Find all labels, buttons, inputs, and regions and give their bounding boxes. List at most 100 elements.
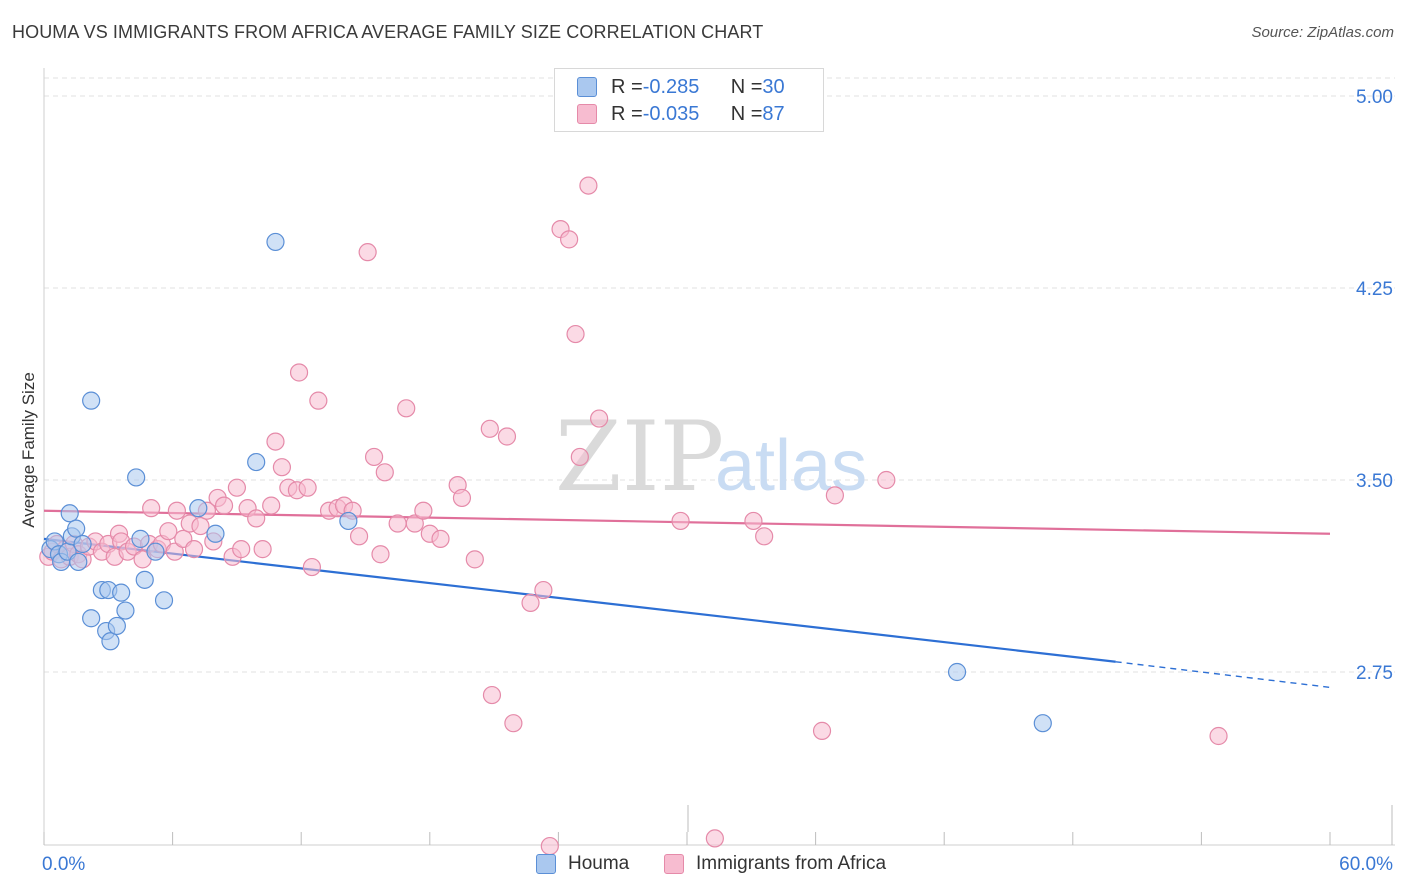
point-houma bbox=[112, 583, 131, 602]
point-africa bbox=[570, 447, 589, 467]
point-africa bbox=[358, 243, 377, 262]
point-africa bbox=[191, 516, 210, 536]
legend-n-value-africa: 87 bbox=[762, 102, 785, 125]
y-axis-label: Average Family Size bbox=[19, 372, 38, 528]
point-africa bbox=[521, 593, 540, 612]
chart-title: HOUMA VS IMMIGRANTS FROM AFRICA AVERAGE … bbox=[12, 22, 764, 42]
point-africa bbox=[579, 176, 598, 195]
point-africa bbox=[266, 432, 285, 451]
point-africa bbox=[566, 324, 585, 344]
point-houma bbox=[206, 524, 225, 543]
bottom-legend-africa: Immigrants from Africa bbox=[664, 851, 886, 877]
point-houma bbox=[107, 616, 126, 636]
legend-row-africa: R = -0.035 N = 87 bbox=[577, 101, 785, 127]
point-africa bbox=[165, 542, 184, 561]
point-africa bbox=[671, 511, 690, 531]
point-africa bbox=[298, 478, 317, 497]
point-houma bbox=[127, 468, 146, 487]
point-houma bbox=[82, 391, 101, 410]
point-africa bbox=[812, 721, 832, 740]
point-houma bbox=[154, 591, 174, 610]
point-africa bbox=[560, 230, 579, 249]
trend-lines bbox=[43, 509, 1331, 689]
legend-swatch-africa bbox=[577, 104, 597, 124]
bottom-legend-label-africa: Immigrants from Africa bbox=[696, 853, 887, 874]
point-africa bbox=[397, 399, 416, 418]
point-africa bbox=[388, 514, 407, 533]
point-africa bbox=[877, 470, 896, 490]
point-africa bbox=[534, 580, 553, 600]
point-africa bbox=[504, 714, 523, 733]
bottom-legend-swatch-houma bbox=[536, 854, 556, 874]
point-houma bbox=[67, 519, 86, 538]
y-tick-labels: 2.75 3.50 4.25 5.00 bbox=[1356, 87, 1393, 684]
y-axis-label-wrap: Average Family Size bbox=[19, 372, 38, 528]
point-africa bbox=[375, 463, 394, 482]
y-tick-label: 5.00 bbox=[1356, 87, 1393, 108]
x-tick-label-min: 0.0% bbox=[42, 854, 85, 875]
data-points bbox=[39, 176, 1228, 856]
point-africa bbox=[309, 391, 328, 410]
point-houma bbox=[947, 662, 967, 682]
point-africa bbox=[167, 501, 186, 520]
watermark-atlas: atlas bbox=[715, 426, 867, 506]
watermark: ZIP atlas bbox=[555, 401, 867, 513]
point-houma bbox=[146, 542, 165, 561]
legend-r-value-houma: -0.285 bbox=[642, 75, 700, 98]
point-houma bbox=[82, 609, 101, 628]
point-africa bbox=[289, 363, 309, 382]
point-africa bbox=[825, 486, 844, 505]
point-africa bbox=[349, 527, 369, 546]
point-africa bbox=[590, 409, 609, 428]
point-houma bbox=[101, 632, 120, 651]
y-tick-label: 2.75 bbox=[1356, 663, 1393, 684]
point-houma bbox=[69, 552, 88, 572]
point-africa bbox=[232, 540, 251, 559]
point-houma bbox=[189, 499, 208, 518]
correlation-legend: R = -0.285 N = 30 R = -0.035 N = 87 bbox=[554, 68, 824, 132]
bottom-legend-label-houma: Houma bbox=[568, 853, 630, 874]
bottom-legend-houma: Houma bbox=[536, 851, 629, 877]
x-tick-labels: 0.0% 60.0% bbox=[42, 854, 1393, 875]
point-houma bbox=[135, 570, 154, 589]
point-africa bbox=[480, 419, 499, 438]
legend-r-label: R = bbox=[611, 102, 643, 125]
y-tick-label: 4.25 bbox=[1356, 279, 1393, 300]
legend-n-value-houma: 30 bbox=[762, 75, 785, 98]
point-africa bbox=[482, 685, 502, 705]
point-africa bbox=[414, 501, 433, 520]
point-africa bbox=[253, 540, 272, 559]
x-tick-label-max: 60.0% bbox=[1339, 854, 1393, 875]
point-africa bbox=[159, 522, 178, 541]
point-africa bbox=[227, 478, 246, 497]
point-africa bbox=[214, 496, 234, 515]
point-africa bbox=[142, 499, 161, 518]
point-africa bbox=[405, 514, 424, 533]
legend-n-label: N = bbox=[730, 75, 763, 98]
point-africa bbox=[465, 550, 484, 569]
trend-line-houma-extension bbox=[1115, 661, 1331, 689]
point-houma bbox=[339, 511, 358, 531]
trend-line-houma bbox=[43, 537, 1116, 663]
point-houma bbox=[116, 601, 135, 620]
source-credit: Source: ZipAtlas.com bbox=[1251, 24, 1394, 41]
point-houma bbox=[1033, 714, 1052, 733]
point-africa bbox=[364, 447, 384, 467]
point-africa bbox=[705, 829, 724, 848]
gridlines bbox=[44, 77, 1395, 673]
point-houma bbox=[60, 504, 79, 523]
bottom-legend-swatch-africa bbox=[664, 854, 684, 874]
point-africa bbox=[755, 527, 774, 546]
point-houma bbox=[266, 232, 285, 252]
point-africa bbox=[1209, 726, 1228, 746]
legend-row-houma: R = -0.285 N = 30 bbox=[577, 74, 785, 100]
point-africa bbox=[272, 458, 292, 477]
y-tick-label: 3.50 bbox=[1356, 471, 1393, 492]
point-africa bbox=[371, 545, 390, 564]
point-houma bbox=[73, 534, 92, 554]
legend-r-value-africa: -0.035 bbox=[642, 102, 700, 125]
legend-swatch-houma bbox=[577, 77, 597, 97]
point-africa bbox=[247, 509, 266, 528]
point-africa bbox=[744, 511, 763, 531]
